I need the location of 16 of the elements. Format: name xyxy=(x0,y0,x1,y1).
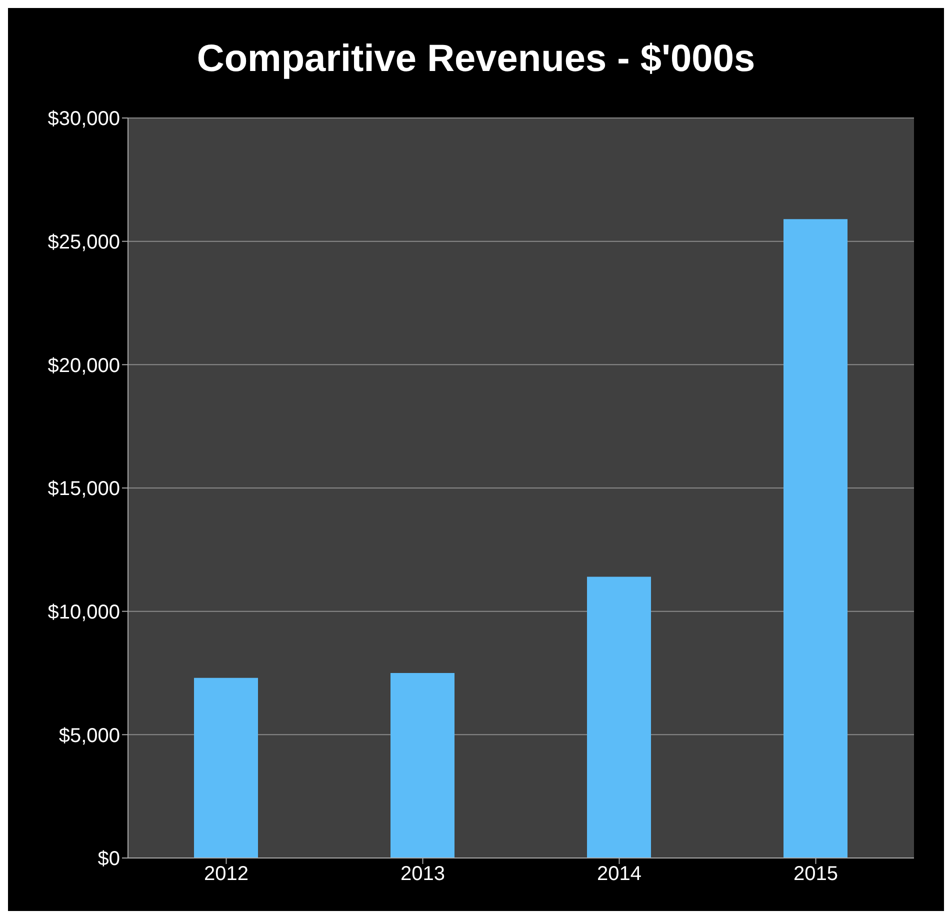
chart-title: Comparitive Revenues - $'000s xyxy=(196,37,756,82)
y-tick-label: $5,000 xyxy=(58,724,120,747)
x-tick-label: 2015 xyxy=(794,863,838,886)
x-tick-label: 2014 xyxy=(597,863,642,886)
bar xyxy=(784,219,848,858)
bar xyxy=(390,673,454,858)
bar xyxy=(587,576,651,858)
x-tick-label: 2013 xyxy=(400,863,445,886)
bar xyxy=(194,678,258,858)
x-tick-label: 2012 xyxy=(204,863,248,886)
y-tick-label: $30,000 xyxy=(48,108,120,130)
y-tick-label: $15,000 xyxy=(48,478,120,500)
y-tick-label: $20,000 xyxy=(48,354,120,377)
y-tick-label: $0 xyxy=(98,848,120,870)
y-tick-label: $10,000 xyxy=(48,601,120,624)
y-tick-label: $25,000 xyxy=(48,231,120,254)
